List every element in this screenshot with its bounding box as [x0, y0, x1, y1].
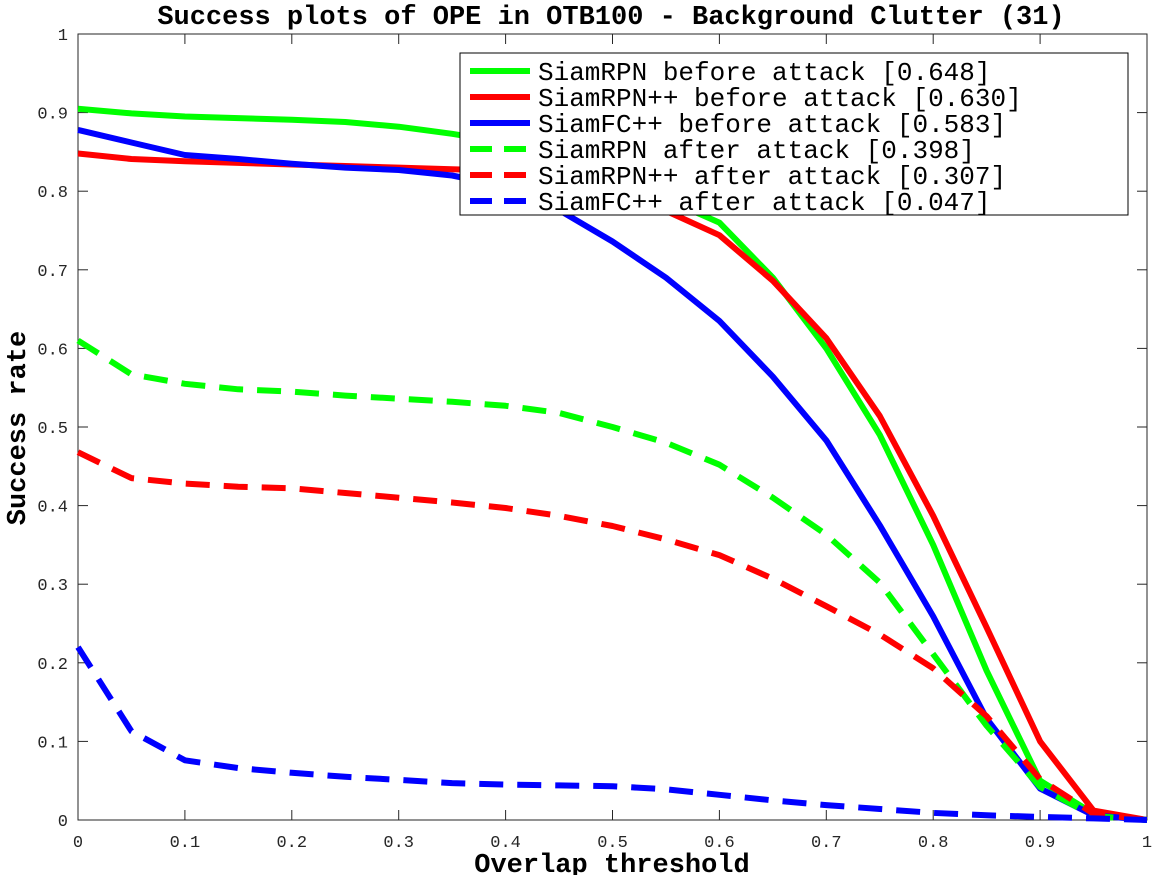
- y-tick-label: 0.2: [37, 656, 68, 675]
- y-tick-label: 0.3: [37, 577, 68, 596]
- x-tick-label: 0.3: [383, 834, 414, 853]
- series-line-4: [76, 449, 1148, 823]
- y-tick-label: 0.8: [37, 184, 68, 203]
- series-line-5: [75, 645, 1148, 823]
- legend-entry-label: SiamRPN++ after attack [0.307]: [538, 162, 1006, 192]
- series-line-3: [76, 337, 1148, 823]
- x-tick-label: 0.7: [811, 834, 842, 853]
- y-tick-label: 0: [58, 813, 68, 832]
- chart-title: Success plots of OPE in OTB100 - Backgro…: [157, 3, 1064, 33]
- x-tick-label: 0.1: [170, 834, 201, 853]
- x-tick-label: 0.6: [704, 834, 735, 853]
- y-tick-label: 0.5: [37, 420, 68, 439]
- x-axis-ticks: 0 0.1 0.2 0.3 0.4 0.5 0.6 0.7 0.8 0.9 1: [73, 34, 1152, 853]
- x-tick-label: 1: [1142, 834, 1152, 853]
- y-axis-ticks: 0 0.1 0.2 0.3 0.4 0.5 0.6 0.7 0.8 0.9 1: [37, 27, 1147, 832]
- y-tick-label: 0.6: [37, 341, 68, 360]
- legend: SiamRPN before attack [0.648]SiamRPN++ b…: [459, 52, 1129, 218]
- y-tick-label: 1: [58, 27, 68, 46]
- legend-entry-label: SiamRPN before attack [0.648]: [538, 58, 990, 88]
- x-tick-label: 0.9: [1025, 834, 1056, 853]
- legend-entry-label: SiamFC++ after attack [0.047]: [538, 188, 990, 218]
- y-tick-label: 0.4: [37, 499, 68, 518]
- y-tick-label: 0.1: [37, 734, 68, 753]
- x-tick-label: 0.4: [490, 834, 521, 853]
- legend-entry-label: SiamRPN++ before attack [0.630]: [538, 84, 1022, 114]
- legend-box: [459, 52, 1129, 216]
- legend-entry-label: SiamRPN after attack [0.398]: [538, 136, 975, 166]
- x-axis-label: Overlap threshold: [474, 851, 749, 875]
- x-tick-label: 0.8: [918, 834, 949, 853]
- series-line-2: [77, 126, 1148, 823]
- x-tick-label: 0.2: [276, 834, 307, 853]
- legend-entry-label: SiamFC++ before attack [0.583]: [538, 110, 1006, 140]
- y-tick-label: 0.7: [37, 263, 68, 282]
- x-tick-label: 0: [73, 834, 83, 853]
- y-axis-label: Success rate: [4, 331, 34, 525]
- x-tick-label: 0.5: [597, 834, 628, 853]
- y-tick-label: 0.9: [37, 106, 68, 125]
